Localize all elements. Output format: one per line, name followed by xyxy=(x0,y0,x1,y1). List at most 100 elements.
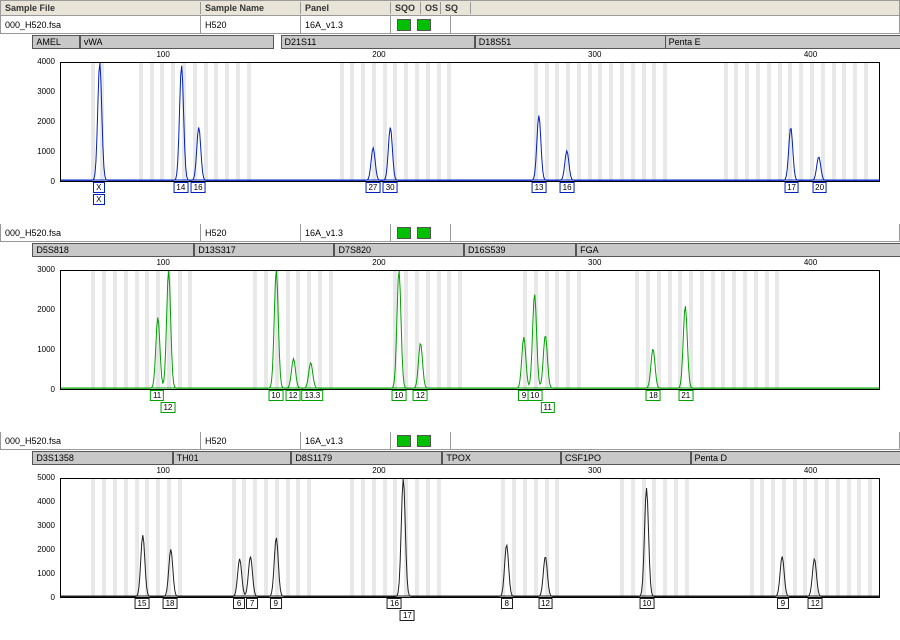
chart-wrap: 010002000300040005000 xyxy=(0,478,900,598)
allele-call[interactable]: 14 xyxy=(173,182,188,193)
column-header-row: Sample File Sample Name Panel SQO OS SQ xyxy=(0,0,900,16)
allele-call[interactable]: 16 xyxy=(560,182,575,193)
x-tick-label: 200 xyxy=(372,50,385,59)
y-tick-label: 1000 xyxy=(37,569,55,578)
status-indicator-icon xyxy=(397,19,411,31)
marker-label[interactable]: D3S1358 xyxy=(32,451,172,465)
x-axis-labels: 100200300400 xyxy=(120,50,900,62)
sample-info-row: 000_H520.fsaH52016A_v1.3 xyxy=(0,432,900,450)
marker-label[interactable]: D13S317 xyxy=(194,243,334,257)
allele-call[interactable]: 12 xyxy=(808,598,823,609)
x-tick-label: 100 xyxy=(156,258,169,267)
status-cell xyxy=(391,432,451,449)
allele-call[interactable]: 10 xyxy=(268,390,283,401)
status-indicator-icon xyxy=(417,19,431,31)
allele-call[interactable]: 12 xyxy=(286,390,301,401)
allele-call[interactable]: 10 xyxy=(391,390,406,401)
panel-cell: 16A_v1.3 xyxy=(301,432,391,449)
chart-wrap: 01000200030004000 xyxy=(0,62,900,182)
x-tick-label: 200 xyxy=(372,258,385,267)
allele-call[interactable]: 13 xyxy=(532,182,547,193)
x-tick-label: 300 xyxy=(588,466,601,475)
allele-call[interactable]: 30 xyxy=(383,182,398,193)
allele-call-row: 1112101213.31012910111821 xyxy=(60,390,880,418)
y-tick-label: 4000 xyxy=(37,57,55,66)
marker-label[interactable]: D7S820 xyxy=(334,243,463,257)
status-cell xyxy=(391,16,451,33)
electropherogram-plot[interactable] xyxy=(60,478,880,598)
sample-file-cell: 000_H520.fsa xyxy=(1,16,201,33)
allele-call[interactable]: 11 xyxy=(541,402,555,413)
allele-call[interactable]: 15 xyxy=(135,598,150,609)
allele-call[interactable]: 12 xyxy=(160,402,175,413)
x-tick-label: 400 xyxy=(804,466,817,475)
marker-label[interactable]: TH01 xyxy=(173,451,292,465)
x-tick-label: 400 xyxy=(804,258,817,267)
col-panel: Panel xyxy=(301,2,391,14)
y-axis-labels: 010002000300040005000 xyxy=(10,478,55,598)
allele-call[interactable]: 16 xyxy=(387,598,402,609)
trace-line xyxy=(61,63,879,181)
allele-call[interactable]: 6 xyxy=(233,598,245,609)
allele-call[interactable]: 8 xyxy=(501,598,513,609)
y-tick-label: 2000 xyxy=(37,545,55,554)
allele-call[interactable]: 9 xyxy=(270,598,282,609)
marker-label[interactable]: D16S539 xyxy=(464,243,576,257)
allele-call[interactable]: 17 xyxy=(400,610,415,621)
marker-label[interactable]: AMEL xyxy=(32,35,79,49)
trace-line xyxy=(61,479,879,597)
marker-label[interactable]: vWA xyxy=(80,35,274,49)
x-tick-label: 200 xyxy=(372,466,385,475)
allele-call[interactable]: 11 xyxy=(150,390,164,401)
allele-call[interactable]: 12 xyxy=(538,598,553,609)
marker-label[interactable]: FGA xyxy=(576,243,900,257)
marker-label[interactable]: TPOX xyxy=(442,451,561,465)
allele-call[interactable]: 10 xyxy=(527,390,542,401)
allele-call[interactable]: X xyxy=(93,182,105,193)
panel-cell: 16A_v1.3 xyxy=(301,224,391,241)
col-sqo: SQO xyxy=(391,2,421,14)
sample-file-cell: 000_H520.fsa xyxy=(1,432,201,449)
marker-label[interactable]: D18S51 xyxy=(475,35,669,49)
allele-call[interactable]: 12 xyxy=(413,390,428,401)
allele-call[interactable]: 21 xyxy=(678,390,693,401)
y-axis-labels: 0100020003000 xyxy=(10,270,55,390)
allele-call[interactable]: 9 xyxy=(777,598,789,609)
sample-name-cell: H520 xyxy=(201,224,301,241)
allele-call[interactable]: 27 xyxy=(365,182,380,193)
status-cell xyxy=(391,224,451,241)
y-tick-label: 3000 xyxy=(37,87,55,96)
marker-label[interactable]: D5S818 xyxy=(32,243,194,257)
y-tick-label: 0 xyxy=(51,177,55,186)
allele-call[interactable]: 20 xyxy=(812,182,827,193)
allele-call[interactable]: 10 xyxy=(639,598,654,609)
sample-info-row: 000_H520.fsaH52016A_v1.3 xyxy=(0,224,900,242)
allele-call[interactable]: 13.3 xyxy=(302,390,324,401)
x-tick-label: 400 xyxy=(804,50,817,59)
col-sample-file: Sample File xyxy=(1,2,201,14)
marker-header-row: D3S1358TH01D8S1179TPOXCSF1POPenta D xyxy=(0,450,900,466)
marker-header-row: AMELvWA D21S11D18S51Penta E xyxy=(0,34,900,50)
allele-call[interactable]: X xyxy=(93,194,105,205)
marker-label[interactable]: Penta E xyxy=(665,35,900,49)
allele-call[interactable]: 7 xyxy=(246,598,258,609)
allele-call[interactable]: 16 xyxy=(191,182,206,193)
y-tick-label: 2000 xyxy=(37,117,55,126)
allele-call-row: XX1416273013161720 xyxy=(60,182,880,210)
allele-call-row: 15 18 67 9 1617 8 12 10 9 12 xyxy=(60,598,880,626)
panel-cell: 16A_v1.3 xyxy=(301,16,391,33)
marker-label[interactable]: CSF1PO xyxy=(561,451,690,465)
marker-label[interactable]: D21S11 xyxy=(281,35,475,49)
allele-call[interactable]: 18 xyxy=(163,598,178,609)
electropherogram-plot[interactable] xyxy=(60,62,880,182)
y-tick-label: 1000 xyxy=(37,147,55,156)
allele-call[interactable]: 17 xyxy=(784,182,799,193)
electropherogram-plot[interactable] xyxy=(60,270,880,390)
marker-label[interactable]: D8S1179 xyxy=(291,451,442,465)
marker-label[interactable]: Penta D xyxy=(691,451,900,465)
y-tick-label: 1000 xyxy=(37,345,55,354)
allele-call[interactable]: 18 xyxy=(646,390,661,401)
x-tick-label: 100 xyxy=(156,50,169,59)
col-sq: SQ xyxy=(441,2,471,14)
trace-line xyxy=(61,271,879,389)
